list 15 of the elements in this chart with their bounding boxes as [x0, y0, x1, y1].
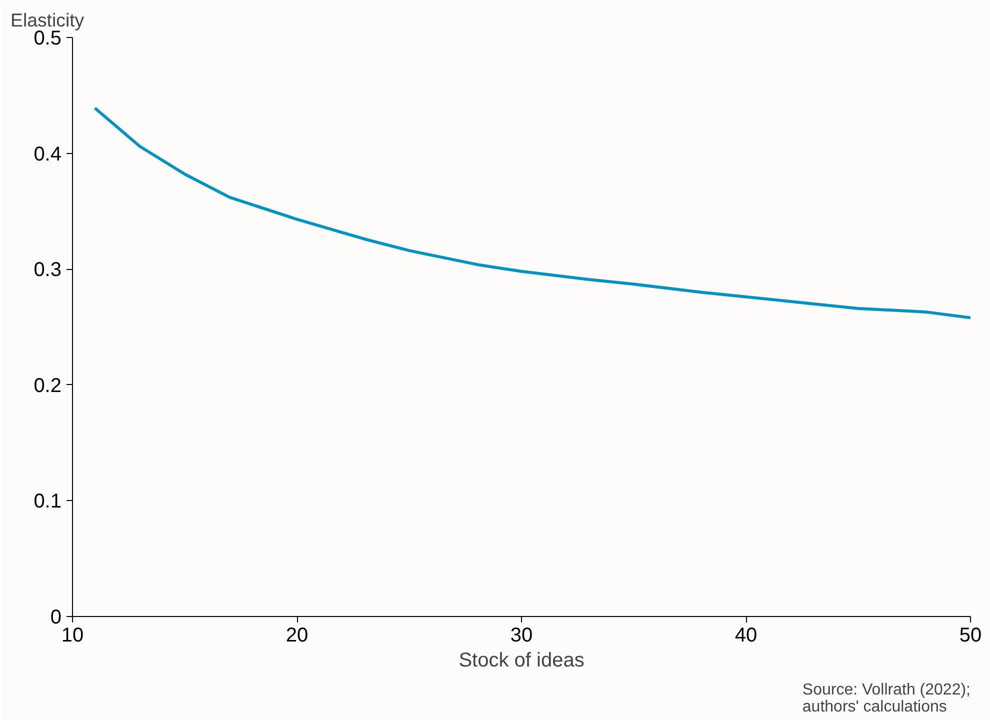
y-axis-title: Elasticity	[10, 10, 85, 30]
x-tick-label: 20	[286, 624, 308, 646]
y-tick-label: 0	[50, 606, 62, 628]
x-tick-label: 40	[734, 624, 758, 646]
y-tick-label: 0.1	[34, 490, 62, 513]
x-axis-title: Stock of ideas	[458, 650, 584, 672]
y-tick-label: 0.3	[34, 259, 62, 282]
y-tick-label: 0.5	[34, 28, 62, 50]
x-tick-label: 50	[959, 624, 982, 646]
x-tick-label: 30	[510, 624, 533, 646]
y-tick-label: 0.4	[34, 143, 62, 166]
source-note: Source: Vollrath (2022); authors' calculations	[802, 682, 970, 716]
x-tick-label: 10	[61, 624, 84, 646]
line-series	[93, 106, 970, 320]
y-tick-label: 0.2	[34, 374, 62, 397]
